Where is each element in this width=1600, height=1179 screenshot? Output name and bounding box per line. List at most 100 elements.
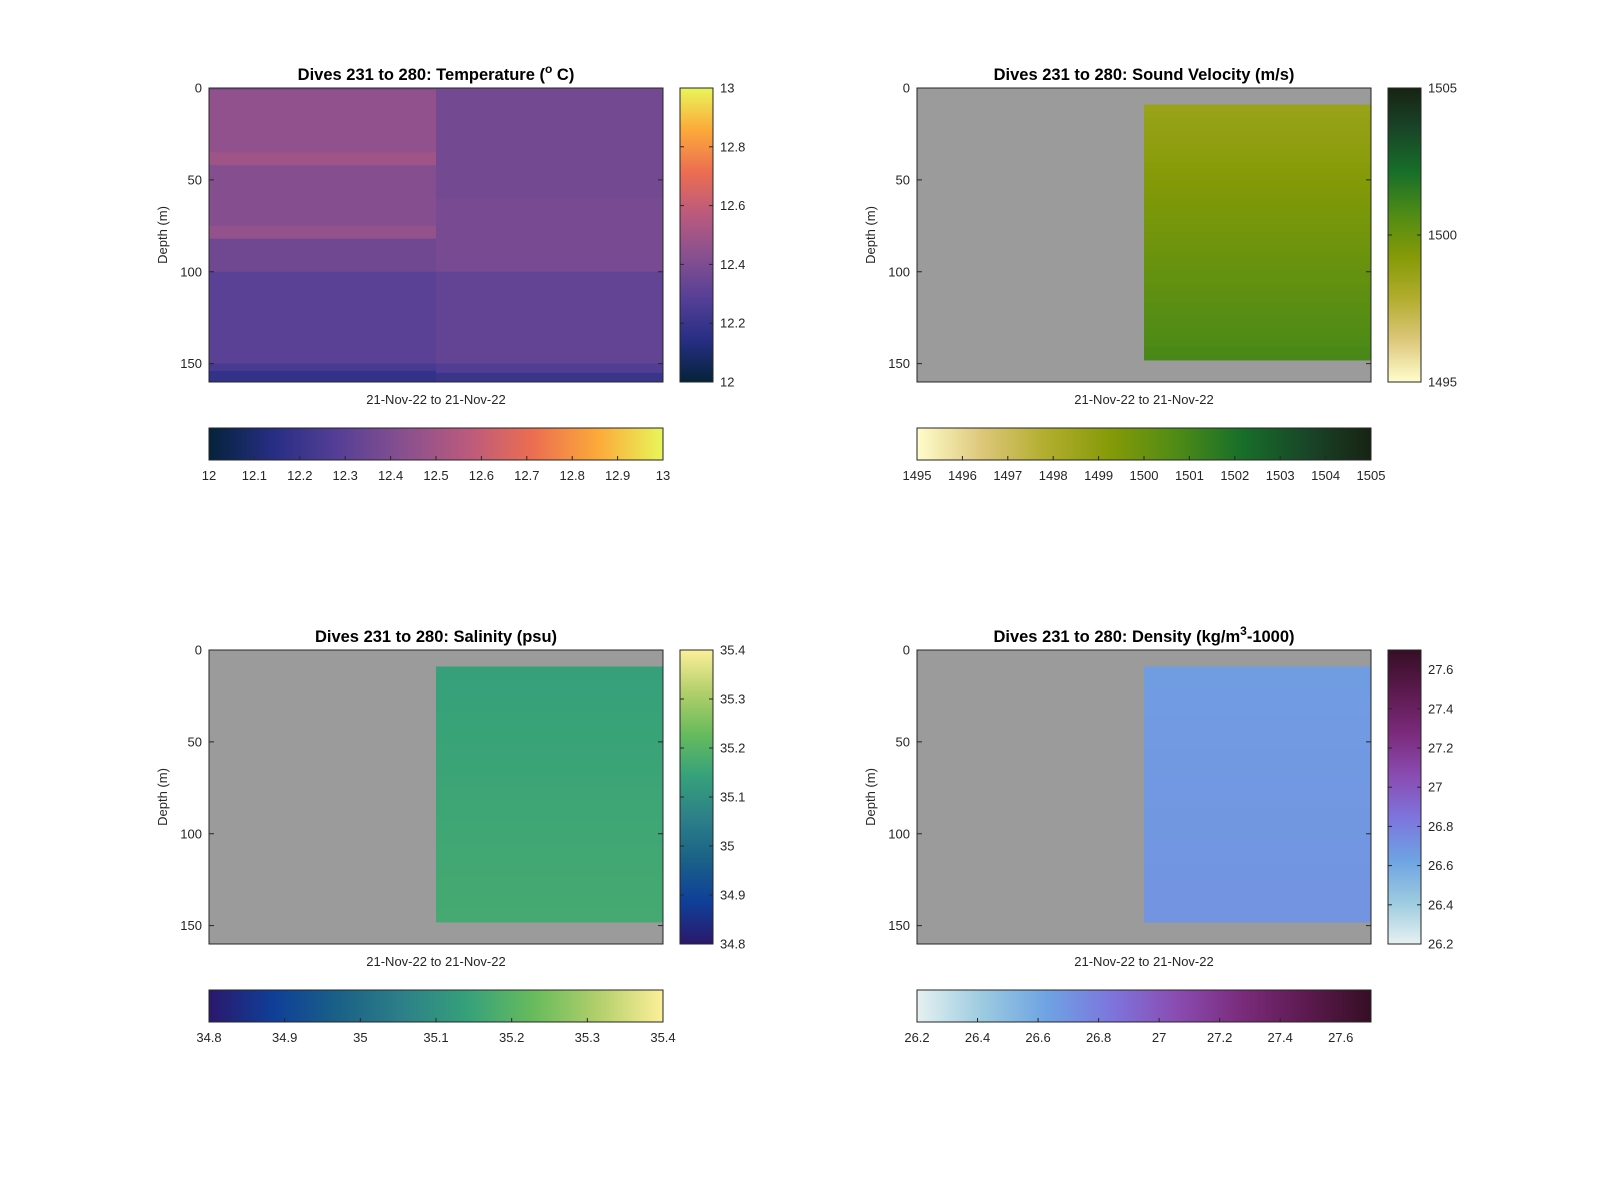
bottom-colorbar-label: 27.4 [1268, 1030, 1293, 1045]
side-colorbar-label: 12 [720, 375, 734, 390]
heatmap-cell [1144, 270, 1371, 278]
bottom-colorbar-label: 34.8 [196, 1030, 221, 1045]
heatmap-cell [1144, 123, 1371, 131]
bottom-colorbar [208, 989, 664, 1023]
heatmap-cell [1144, 685, 1371, 693]
side-colorbar-label: 1505 [1428, 81, 1457, 96]
side-colorbar-label: 35.2 [720, 741, 745, 756]
axes-box [916, 87, 1372, 383]
heatmap-cell [436, 794, 663, 802]
heatmap-cell [1144, 819, 1371, 827]
heatmap-cell [436, 870, 663, 878]
heatmap-cell [1144, 136, 1371, 144]
heatmap-cell [1144, 149, 1371, 157]
axes-box [916, 649, 1372, 945]
heatmap-cell [1144, 321, 1371, 329]
x-axis-label: 21-Nov-22 to 21-Nov-22 [1074, 954, 1213, 969]
heatmap-cell [436, 198, 664, 273]
side-colorbar-label: 27 [1428, 780, 1442, 795]
bottom-colorbar-label: 12.5 [423, 468, 448, 483]
bottom-colorbar-label: 26.4 [965, 1030, 990, 1045]
heatmap-cell [436, 89, 664, 199]
heatmap-cell [1144, 666, 1371, 674]
heatmap-cell [436, 698, 663, 706]
heatmap-cell [1144, 909, 1371, 917]
panel-title: Dives 231 to 280: Sound Velocity (m/s) [994, 66, 1295, 84]
x-axis-label: 21-Nov-22 to 21-Nov-22 [1074, 392, 1213, 407]
heatmap-cell [209, 165, 437, 227]
bottom-colorbar-label: 12.3 [333, 468, 358, 483]
ytick-label: 150 [888, 356, 910, 371]
heatmap-cell [1144, 877, 1371, 885]
side-colorbar-label: 35.3 [720, 692, 745, 707]
bottom-colorbar-label: 34.9 [272, 1030, 297, 1045]
ytick-label: 0 [195, 643, 202, 658]
heatmap-cell [1144, 130, 1371, 137]
heatmap-cell [436, 679, 663, 687]
bottom-colorbar-label: 1500 [1130, 468, 1159, 483]
heatmap-cell [436, 363, 664, 374]
side-colorbar-label: 12.2 [720, 316, 745, 331]
heatmap-cell [436, 902, 663, 910]
heatmap-cell [1144, 110, 1371, 118]
bottom-colorbar [916, 427, 1372, 461]
bottom-colorbar-label: 12 [202, 468, 216, 483]
side-colorbar-label: 13 [720, 81, 734, 96]
y-axis-label: Depth (m) [155, 206, 170, 264]
panel-title: Dives 231 to 280: Density (kg/m3-1000) [993, 624, 1294, 646]
bottom-colorbar-label: 27.2 [1207, 1030, 1232, 1045]
heatmap-cell [209, 363, 437, 372]
heatmap-cell [1144, 704, 1371, 712]
bottom-colorbar-label: 12.6 [469, 468, 494, 483]
heatmap-cell [209, 271, 437, 365]
heatmap-cell [436, 666, 663, 674]
heatmap-cell [1144, 915, 1371, 923]
ytick-label: 100 [888, 264, 910, 279]
bottom-colorbar-label: 1495 [903, 468, 932, 483]
heatmap-cell [1144, 845, 1371, 853]
heatmap-cell [1144, 724, 1371, 731]
heatmap-cell [436, 807, 663, 814]
heatmap-cell [436, 896, 663, 904]
heatmap-cell [1144, 276, 1371, 284]
ytick-label: 150 [180, 356, 202, 371]
heatmap-cell [1144, 698, 1371, 706]
heatmap-cell [436, 775, 663, 782]
heatmap-cell [436, 890, 663, 897]
heatmap-cell [1144, 692, 1371, 699]
panel-2: 0 50 100 150 Dives 231 to 280: Sound Velocit… [863, 66, 1457, 483]
ytick-label: 100 [180, 264, 202, 279]
y-axis-label: Depth (m) [863, 206, 878, 264]
heatmap-cell [1144, 730, 1371, 738]
heatmap-cell [209, 88, 437, 91]
y-axis-label: Depth (m) [155, 768, 170, 826]
heatmap-cell [436, 692, 663, 699]
heatmap-cell [1144, 743, 1371, 751]
heatmap-cell [1144, 219, 1371, 227]
y-axis-label: Depth (m) [863, 768, 878, 826]
bottom-colorbar-label: 12.4 [378, 468, 403, 483]
heatmap-cell [436, 858, 663, 865]
bottom-colorbar-label: 35.3 [575, 1030, 600, 1045]
heatmap-cell [436, 800, 663, 808]
heatmap-cell [209, 143, 437, 153]
side-colorbar-label: 26.4 [1428, 897, 1453, 912]
heatmap-cell [1144, 807, 1371, 814]
heatmap-cell [436, 851, 663, 859]
heatmap-cell [436, 749, 663, 757]
heatmap-cell [1144, 800, 1371, 808]
axes-box [208, 649, 664, 945]
heatmap-cell [209, 238, 437, 273]
heatmap-cell [436, 736, 663, 744]
side-colorbar [679, 87, 714, 383]
heatmap-cell [1144, 717, 1371, 725]
x-axis-label: 21-Nov-22 to 21-Nov-22 [366, 954, 505, 969]
ytick-label: 50 [188, 734, 202, 749]
bottom-colorbar-label: 1505 [1357, 468, 1386, 483]
heatmap-cell [436, 864, 663, 872]
side-colorbar-label: 35.1 [720, 790, 745, 805]
heatmap-cell [436, 88, 664, 91]
heatmap-cell [1144, 181, 1371, 189]
bottom-colorbar-label: 1504 [1311, 468, 1340, 483]
bottom-colorbar-label: 1502 [1220, 468, 1249, 483]
